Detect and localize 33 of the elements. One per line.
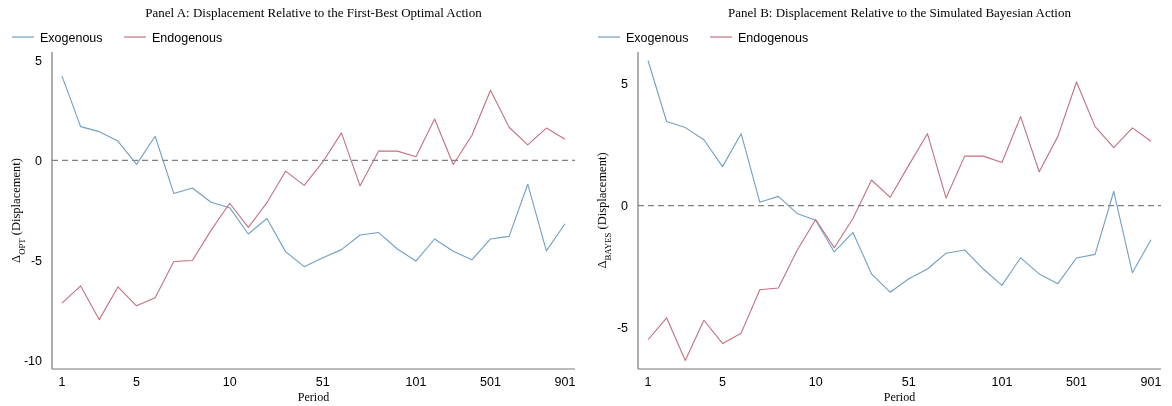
x-tick-label: 101 bbox=[991, 375, 1013, 389]
x-tick-label: 901 bbox=[554, 375, 576, 389]
x-tick-label: 5 bbox=[719, 375, 727, 389]
x-tick-label: 501 bbox=[1066, 375, 1087, 389]
x-axis-title: Period bbox=[297, 390, 330, 404]
x-tick-label: 1 bbox=[644, 375, 652, 389]
x-tick-label: 10 bbox=[222, 375, 237, 389]
legend-label: Endogenous bbox=[152, 30, 223, 45]
x-tick-label: 901 bbox=[1140, 375, 1162, 389]
x-tick-label: 5 bbox=[133, 375, 141, 389]
y-tick-label: 0 bbox=[621, 199, 629, 214]
legend-label: Endogenous bbox=[738, 30, 809, 45]
chart-title: Panel A: Displacement Relative to the First-Best Optimal Action bbox=[145, 5, 483, 20]
y-tick-label: -5 bbox=[30, 254, 43, 269]
chart-title: Panel B: Displacement Relative to the Simulated Bayesian Action bbox=[728, 5, 1072, 20]
x-axis-title: Period bbox=[883, 390, 916, 404]
line-series bbox=[647, 81, 1152, 362]
y-tick-label: -5 bbox=[616, 321, 629, 336]
legend-label: Exogenous bbox=[40, 30, 103, 45]
line-series bbox=[61, 75, 566, 268]
y-tick-label: 5 bbox=[35, 53, 43, 68]
legend-label: Exogenous bbox=[626, 30, 689, 45]
y-tick-label: 5 bbox=[621, 77, 629, 92]
line-series bbox=[61, 89, 566, 321]
x-tick-label: 51 bbox=[315, 375, 330, 389]
y-tick-label: -10 bbox=[23, 354, 43, 369]
x-tick-label: 51 bbox=[901, 375, 916, 389]
y-tick-label: 0 bbox=[35, 153, 43, 168]
x-tick-label: 501 bbox=[480, 375, 501, 389]
x-tick-label: 101 bbox=[405, 375, 427, 389]
x-tick-label: 10 bbox=[808, 375, 823, 389]
line-series bbox=[647, 59, 1152, 293]
x-tick-label: 1 bbox=[58, 375, 66, 389]
